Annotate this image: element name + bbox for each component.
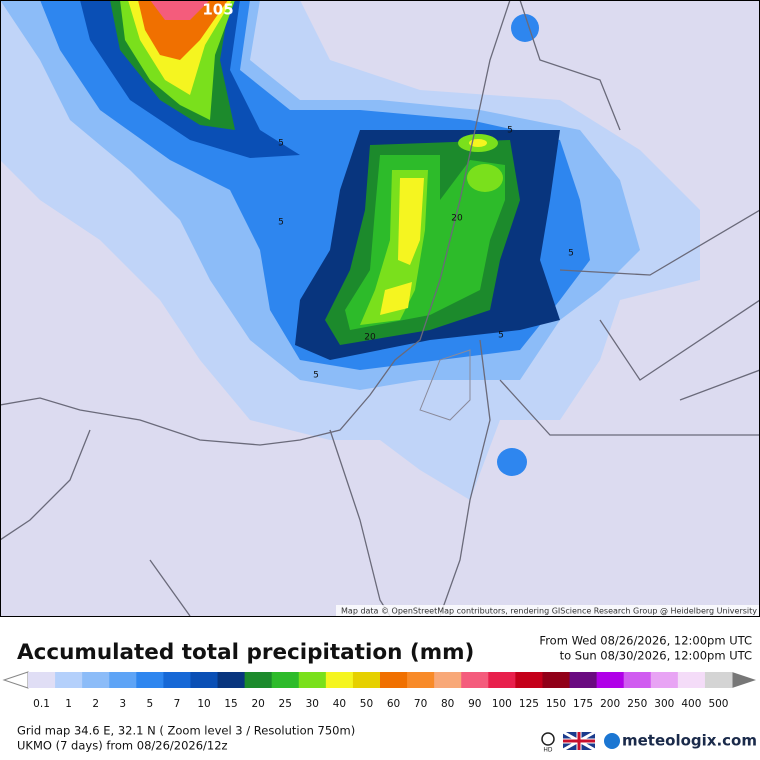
legend-arrow-right [732, 672, 756, 688]
legend-swatch [28, 672, 56, 688]
rain-area [497, 448, 527, 476]
legend-label: 175 [573, 698, 593, 710]
contour-label: 5 [278, 218, 284, 228]
legend-swatch [163, 672, 191, 688]
legend-swatch [298, 672, 327, 688]
legend-label: 125 [519, 698, 539, 710]
legend-swatch [434, 672, 462, 688]
region-outline [419, 349, 471, 421]
legend-label: 40 [333, 698, 346, 710]
legend-label: 300 [654, 698, 674, 710]
legend-swatch [488, 672, 516, 688]
legend-label: 25 [279, 698, 292, 710]
legend-label: 80 [441, 698, 454, 710]
contour-label: 20 [451, 214, 463, 224]
legend-label: 5 [147, 698, 154, 710]
legend-swatch [244, 672, 273, 688]
legend-label: 150 [546, 698, 566, 710]
legend-label: 60 [387, 698, 400, 710]
legend-label: 250 [627, 698, 647, 710]
attribution-bg [336, 605, 759, 616]
period-to: to Sun 08/30/2026, 12:00pm UTC [560, 649, 752, 663]
legend-label: 10 [197, 698, 210, 710]
rain-area [467, 164, 503, 192]
attribution: Map data © OpenStreetMap contributors, r… [341, 607, 757, 616]
period-from: From Wed 08/26/2026, 12:00pm UTC [539, 634, 752, 648]
legend-label: 500 [708, 698, 728, 710]
legend-swatch [515, 672, 543, 688]
legend-label: 2 [92, 698, 99, 710]
flag-icon[interactable] [562, 730, 596, 752]
legend-swatch [109, 672, 137, 688]
brand-logo [604, 733, 620, 749]
brand[interactable]: meteologix.com [622, 732, 757, 750]
legend-swatch [352, 672, 381, 688]
legend-swatch [325, 672, 354, 688]
legend-swatch [623, 672, 652, 688]
legend-swatch [190, 672, 219, 688]
rain-area [150, 1, 209, 20]
contour-label: 5 [507, 126, 513, 136]
rain-area [469, 139, 487, 147]
legend-swatch [380, 672, 408, 688]
legend-swatch [407, 672, 435, 688]
rain-area [380, 178, 424, 315]
legend-label: 100 [492, 698, 512, 710]
legend-swatch [542, 672, 571, 688]
legend-label: 30 [306, 698, 319, 710]
legend: 0.1 1 2 3 5 7 10 15 20 25 30 40 50 60 70 80 90 100 125 150 1… [28, 672, 733, 710]
contour-label: 105 [202, 1, 233, 19]
hd-label: HD [543, 747, 553, 754]
legend-label: 1 [65, 698, 72, 710]
legend-swatch [136, 672, 164, 688]
legend-label: 3 [119, 698, 126, 710]
grid-info: Grid map 34.6 E, 32.1 N ( Zoom level 3 /… [17, 724, 355, 738]
contour-label: 5 [278, 139, 284, 149]
model-info: UKMO (7 days) from 08/26/2026/12z [17, 739, 228, 753]
legend-label: 90 [468, 698, 481, 710]
legend-label: 15 [224, 698, 237, 710]
legend-label: 20 [251, 698, 264, 710]
legend-swatch [217, 672, 246, 688]
legend-label: 70 [414, 698, 427, 710]
legend-swatch [704, 672, 733, 688]
legend-swatch [650, 672, 679, 688]
legend-swatch [461, 672, 489, 688]
legend-label: 7 [174, 698, 181, 710]
legend-label: 0.1 [33, 698, 50, 710]
contour-label: 5 [568, 249, 574, 259]
legend-swatch [569, 672, 598, 688]
contour-label: 20 [364, 333, 376, 343]
map: Map data © OpenStreetMap contributors, r… [0, 0, 760, 617]
search-icon[interactable] [541, 732, 555, 746]
borders [1, 1, 759, 616]
legend-label: 50 [360, 698, 373, 710]
title: Accumulated total precipitation (mm) [17, 640, 474, 665]
legend-swatch [82, 672, 110, 688]
legend-swatch [55, 672, 83, 688]
legend-swatch [677, 672, 706, 688]
rain-area [138, 1, 228, 60]
legend-swatch [271, 672, 300, 688]
contour-label: 5 [313, 371, 319, 381]
legend-label: 400 [681, 698, 701, 710]
contour-label: 5 [498, 331, 504, 341]
rain-area [511, 14, 539, 42]
legend-label: 200 [600, 698, 620, 710]
legend-swatch [596, 672, 625, 688]
